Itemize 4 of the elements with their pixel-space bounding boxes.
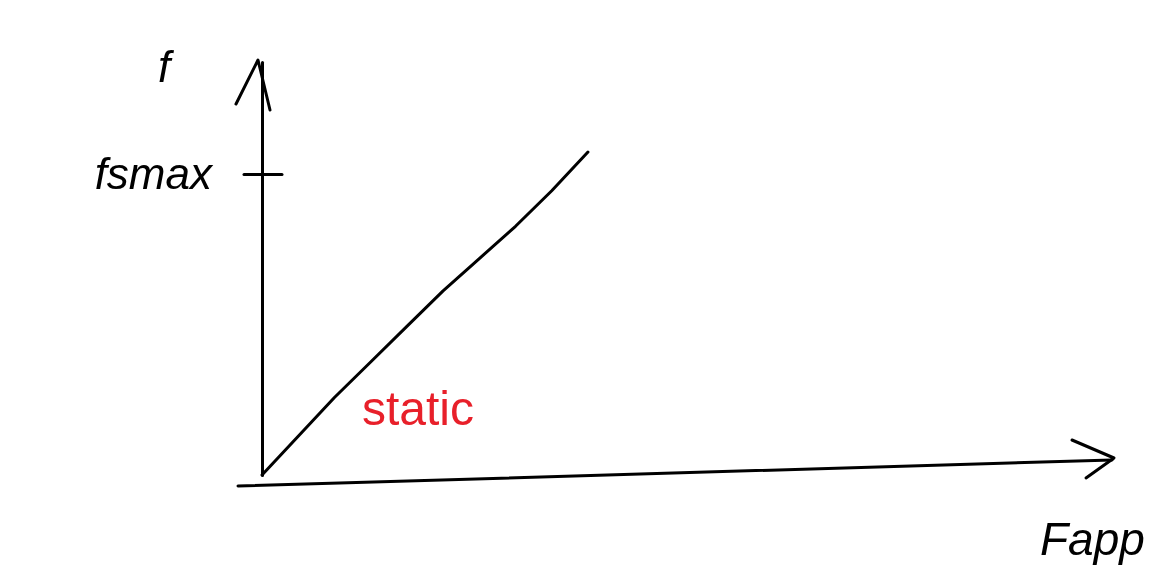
ref-line-label: fsmax [94, 148, 214, 198]
x-axis-title: Fapp [1040, 513, 1145, 565]
y-axis-title: f [158, 42, 175, 91]
annotation: static [362, 382, 475, 435]
